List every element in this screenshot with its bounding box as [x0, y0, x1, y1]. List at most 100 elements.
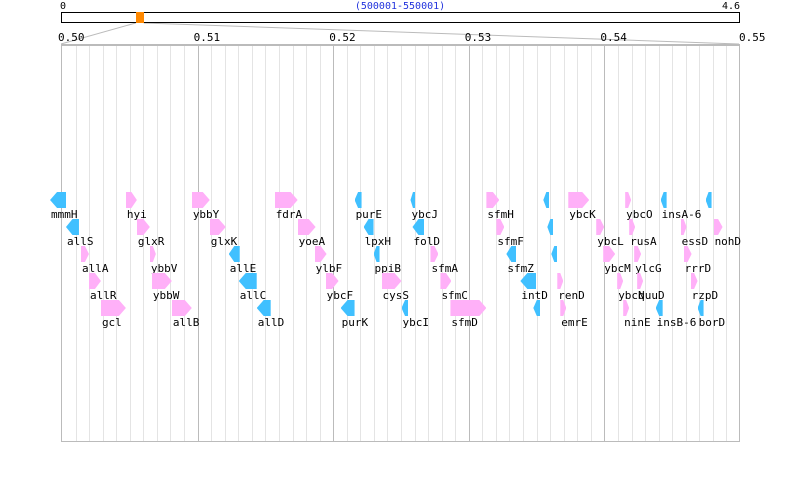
gene-label[interactable]: sfmA — [431, 262, 458, 275]
gene-label[interactable]: glxK — [210, 235, 238, 248]
gene-glyph[interactable] — [596, 219, 605, 235]
gene-glyph[interactable] — [80, 246, 89, 262]
gene-glyph[interactable] — [363, 219, 374, 235]
gene-label[interactable]: gcl — [101, 316, 122, 329]
gene-label[interactable]: ybcM — [604, 262, 631, 275]
gene-label[interactable]: nohD — [714, 235, 742, 248]
gene-glyph[interactable] — [496, 219, 505, 235]
gene-label[interactable]: mmmH — [51, 208, 78, 221]
gene-glyph[interactable] — [560, 300, 567, 316]
gene-label[interactable]: ybbV — [150, 262, 178, 275]
gene-label[interactable]: ybcJ — [411, 208, 438, 221]
gene-glyph[interactable] — [660, 192, 667, 208]
gene-label[interactable]: rusA — [630, 235, 657, 248]
gene-label[interactable]: insA-6 — [661, 208, 702, 221]
genome-overview-bar[interactable] — [61, 12, 740, 23]
gene-label[interactable]: ppiB — [374, 262, 402, 275]
gene-glyph[interactable] — [297, 219, 316, 235]
gene-label[interactable]: fdrA — [275, 208, 303, 221]
gene-glyph[interactable] — [151, 273, 172, 289]
gene-glyph[interactable] — [238, 273, 257, 289]
gene-glyph[interactable] — [520, 273, 537, 289]
gene-label[interactable]: sfmZ — [507, 262, 534, 275]
gene-label[interactable]: allA — [81, 262, 109, 275]
gene-glyph[interactable] — [690, 273, 698, 289]
gene-glyph[interactable] — [209, 219, 226, 235]
gene-label[interactable]: ninE — [624, 316, 651, 329]
gene-glyph[interactable] — [191, 192, 210, 208]
gene-glyph[interactable] — [533, 300, 541, 316]
gene-label[interactable]: ybcK — [569, 208, 596, 221]
gene-glyph[interactable] — [381, 273, 402, 289]
gene-track-panel[interactable] — [61, 44, 740, 442]
gene-glyph[interactable] — [705, 192, 712, 208]
gene-label[interactable]: ybcO — [626, 208, 653, 221]
gene-glyph[interactable] — [683, 246, 692, 262]
gene-label[interactable]: allB — [172, 316, 200, 329]
gene-glyph[interactable] — [637, 273, 644, 289]
gene-label[interactable]: ybcN — [618, 289, 645, 302]
gene-glyph[interactable] — [680, 219, 687, 235]
gene-label[interactable]: sfmH — [487, 208, 514, 221]
gene-glyph[interactable] — [354, 192, 362, 208]
gene-label[interactable]: yoeA — [298, 235, 326, 248]
gene-glyph[interactable] — [486, 192, 500, 208]
gene-label[interactable]: ybcF — [326, 289, 354, 302]
gene-glyph[interactable] — [373, 246, 380, 262]
gene-label[interactable]: ylcG — [635, 262, 662, 275]
gene-glyph[interactable] — [506, 246, 517, 262]
gene-glyph[interactable] — [228, 246, 240, 262]
gene-glyph[interactable] — [125, 192, 137, 208]
gene-label[interactable]: allS — [66, 235, 94, 248]
gene-glyph[interactable] — [625, 192, 632, 208]
gene-label[interactable]: intD — [521, 289, 548, 302]
gene-label[interactable]: purK — [341, 316, 369, 329]
gene-glyph[interactable] — [617, 273, 624, 289]
gene-label[interactable]: glxR — [137, 235, 165, 248]
gene-glyph[interactable] — [50, 192, 66, 208]
gene-label[interactable]: lpxH — [364, 235, 392, 248]
gene-glyph[interactable] — [136, 219, 150, 235]
gene-label[interactable]: ybbW — [152, 289, 180, 302]
gene-label[interactable]: ybbY — [192, 208, 220, 221]
gene-label[interactable]: renD — [558, 289, 585, 302]
gene-label[interactable]: emrE — [561, 316, 588, 329]
gene-glyph[interactable] — [629, 219, 636, 235]
gene-glyph[interactable] — [412, 219, 425, 235]
gene-glyph[interactable] — [547, 219, 554, 235]
gene-glyph[interactable] — [430, 246, 439, 262]
gene-label[interactable]: sfmD — [451, 316, 478, 329]
gene-glyph[interactable] — [314, 246, 327, 262]
gene-glyph[interactable] — [325, 273, 339, 289]
gene-glyph[interactable] — [568, 192, 590, 208]
gene-glyph[interactable] — [440, 273, 452, 289]
gene-label[interactable]: cysS — [382, 289, 410, 302]
gene-label[interactable]: essD — [681, 235, 709, 248]
gene-glyph[interactable] — [88, 273, 101, 289]
gene-glyph[interactable] — [713, 219, 723, 235]
gene-label[interactable]: borD — [698, 316, 726, 329]
gene-label[interactable]: rzpD — [691, 289, 719, 302]
gene-label[interactable]: ybcI — [402, 316, 430, 329]
gene-glyph[interactable] — [603, 246, 616, 262]
gene-label[interactable]: quuD — [638, 289, 665, 302]
gene-glyph[interactable] — [697, 300, 704, 316]
gene-glyph[interactable] — [543, 192, 550, 208]
gene-glyph[interactable] — [149, 246, 156, 262]
gene-label[interactable]: allD — [257, 316, 285, 329]
gene-glyph[interactable] — [655, 300, 663, 316]
gene-label[interactable]: allR — [89, 289, 117, 302]
gene-label[interactable]: rrrD — [684, 262, 712, 275]
gene-label[interactable]: sfmF — [497, 235, 524, 248]
gene-glyph[interactable] — [274, 192, 298, 208]
gene-label[interactable]: allE — [229, 262, 257, 275]
gene-glyph[interactable] — [634, 246, 642, 262]
gene-label[interactable]: ylbF — [315, 262, 343, 275]
gene-glyph[interactable] — [551, 246, 558, 262]
gene-glyph[interactable] — [100, 300, 126, 316]
gene-label[interactable]: ybcL — [597, 235, 624, 248]
view-position-marker[interactable] — [135, 12, 144, 23]
gene-glyph[interactable] — [450, 300, 487, 316]
gene-glyph[interactable] — [557, 273, 564, 289]
gene-label[interactable]: hyi — [126, 208, 147, 221]
